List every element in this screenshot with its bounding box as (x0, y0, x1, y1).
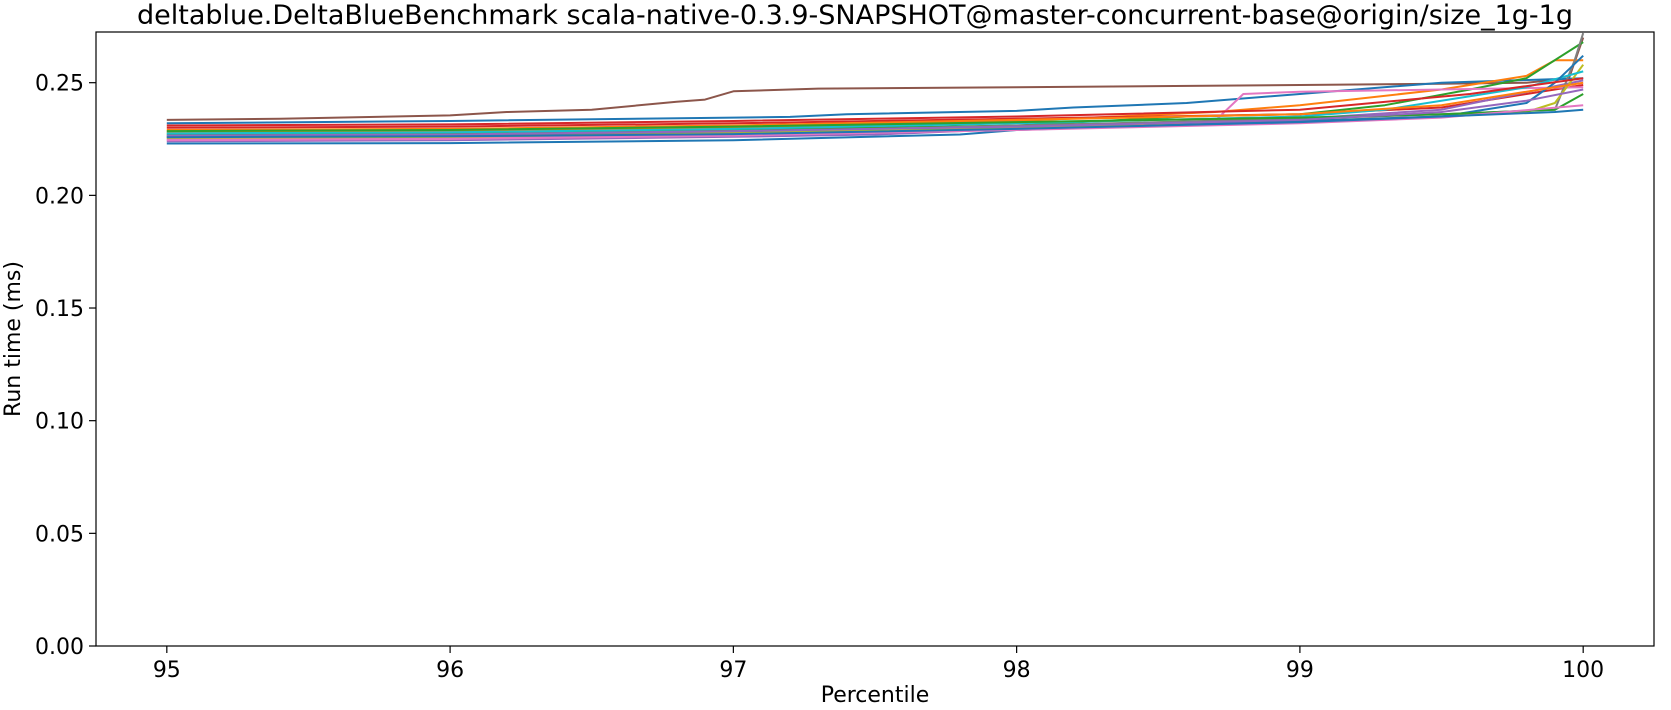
x-tick-label: 97 (719, 658, 747, 683)
series-line-16 (166, 104, 1584, 142)
x-tick-label: 100 (1562, 658, 1604, 683)
y-tick-label: 0.15 (35, 297, 84, 322)
y-tick-label: 0.10 (35, 410, 84, 435)
y-tick-label: 0.25 (35, 72, 84, 97)
plot-lines (166, 32, 1585, 145)
series-line-13 (166, 93, 1584, 133)
x-tick-label: 98 (1003, 658, 1031, 683)
chart-title: deltablue.DeltaBlueBenchmark scala-nativ… (137, 0, 1573, 31)
x-tick-label: 95 (153, 658, 181, 683)
series-line-8 (166, 32, 1585, 138)
series-line-10 (166, 70, 1584, 135)
y-axis: 0.00 0.05 0.10 0.15 0.20 0.25 (35, 72, 96, 660)
x-tick-label: 99 (1286, 658, 1314, 683)
x-axis-label: Percentile (821, 683, 930, 708)
x-axis: 95 96 97 98 99 100 (153, 646, 1604, 683)
x-tick-label: 96 (436, 658, 464, 683)
series-line-14 (166, 77, 1584, 127)
y-axis-label: Run time (ms) (1, 261, 26, 417)
y-tick-label: 0.05 (35, 522, 84, 547)
series-line-15 (166, 88, 1584, 137)
y-tick-label: 0.20 (35, 184, 84, 209)
plot-frame (95, 31, 1655, 647)
series-line-17 (166, 108, 1584, 139)
series-line-12 (166, 81, 1584, 131)
y-tick-label: 0.00 (35, 635, 84, 660)
